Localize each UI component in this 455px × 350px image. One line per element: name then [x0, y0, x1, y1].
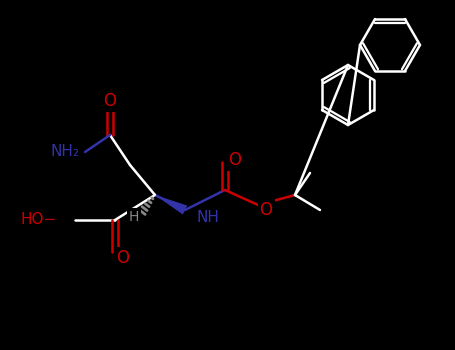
Text: H: H [129, 210, 139, 224]
Text: NH: NH [197, 210, 220, 225]
Text: O: O [228, 151, 242, 169]
Text: O: O [116, 249, 130, 267]
Text: O: O [259, 201, 273, 219]
Text: NH₂: NH₂ [51, 145, 80, 160]
Text: HO−: HO− [21, 212, 57, 228]
Text: O: O [103, 92, 116, 110]
Polygon shape [155, 195, 187, 215]
